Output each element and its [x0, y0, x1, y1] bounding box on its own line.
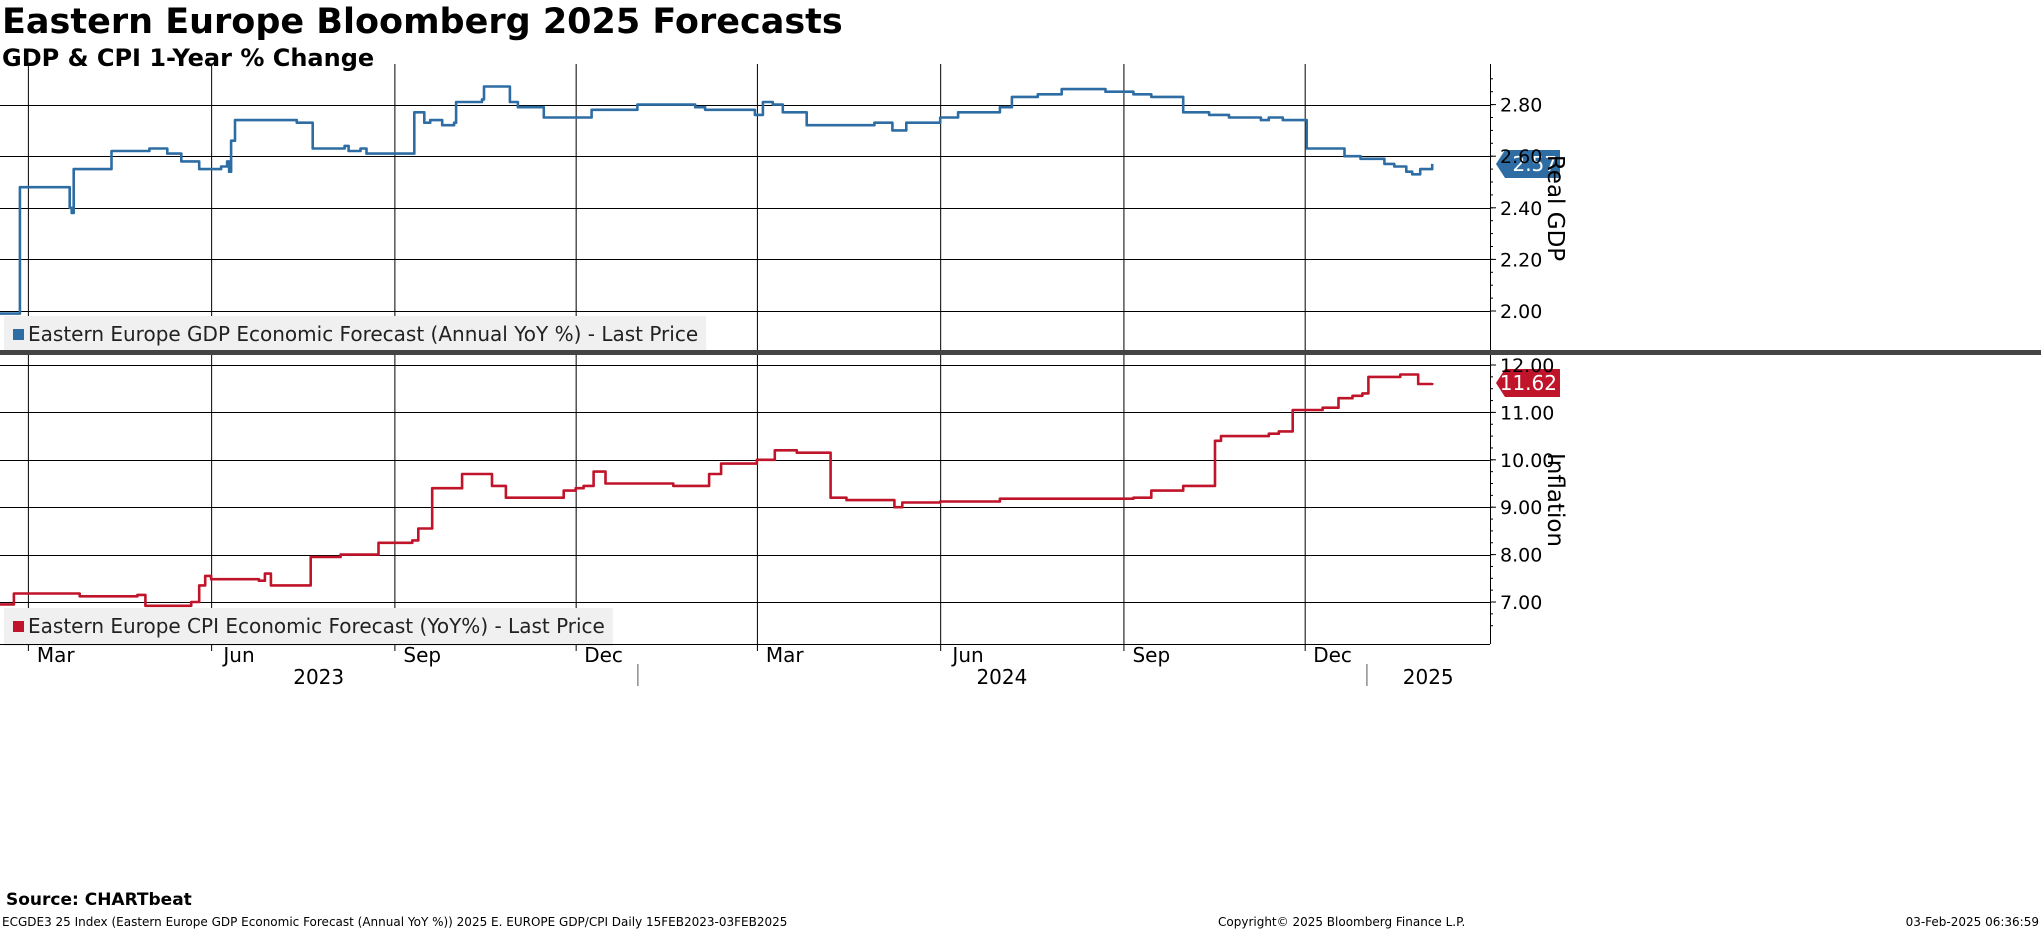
x-month-label: Jun	[221, 643, 254, 667]
cpi-badge-text: 11.62	[1500, 371, 1557, 395]
cpi-panel: Eastern Europe CPI Economic Forecast (Yo…	[0, 369, 1560, 646]
cpi-tick-label: 8.00	[1500, 545, 1542, 567]
footer-index-description: ECGDE3 25 Index (Eastern Europe GDP Econ…	[2, 915, 788, 929]
x-axis: 2.00 2.20 2.40 2.60 2.80 7.00 8.00 9.00 10.00 11.…	[0, 64, 2041, 689]
x-year-label: 2023	[293, 665, 344, 689]
cpi-last-value-badge: 11.62	[1496, 369, 1560, 398]
cpi-tick-label: 12.00	[1500, 355, 1554, 377]
gdp-tick-label: 2.80	[1500, 95, 1542, 117]
cpi-axis-title: Inflation	[1542, 453, 1568, 547]
cpi-legend: Eastern Europe CPI Economic Forecast (Yo…	[4, 608, 613, 646]
x-month-label: Dec	[1313, 643, 1352, 667]
x-month-label: Sep	[1132, 643, 1170, 667]
chart-title: Eastern Europe Bloomberg 2025 Forecasts	[2, 2, 843, 42]
x-month-label: Dec	[584, 643, 623, 667]
cpi-legend-label: Eastern Europe CPI Economic Forecast (Yo…	[28, 614, 605, 638]
gdp-tick-label: 2.60	[1500, 146, 1542, 168]
x-month-label: Jun	[950, 643, 983, 667]
gdp-tick-label: 2.20	[1500, 249, 1542, 271]
gdp-legend-swatch	[13, 329, 24, 340]
gdp-tick-label: 2.40	[1500, 198, 1542, 220]
gdp-series-line	[0, 85, 1434, 315]
gdp-legend-box	[4, 316, 707, 354]
gdp-tick-label: 2.00	[1500, 301, 1542, 323]
gdp-badge-shape	[1496, 149, 1560, 178]
cpi-series-line	[0, 373, 1434, 608]
source-note: Source: CHARTbeat	[6, 890, 192, 910]
gdp-badge-text: 2.57	[1512, 152, 1557, 176]
cpi-tick-label: 9.00	[1500, 497, 1542, 519]
x-month-label: Sep	[403, 643, 441, 667]
gdp-panel: Eastern Europe GDP Economic Forecast (An…	[0, 85, 1560, 354]
chart-subtitle: GDP & CPI 1-Year % Change	[2, 44, 375, 72]
x-month-label: Mar	[37, 643, 76, 667]
footer-copyright: Copyright© 2025 Bloomberg Finance L.P.	[1218, 915, 1466, 929]
footer-timestamp: 03-Feb-2025 06:36:59	[1905, 915, 2039, 929]
cpi-legend-swatch	[13, 621, 24, 632]
cpi-legend-box	[4, 608, 613, 646]
gdp-legend: Eastern Europe GDP Economic Forecast (An…	[4, 316, 707, 354]
x-year-label: 2025	[1403, 665, 1454, 689]
cpi-tick-label: 11.00	[1500, 402, 1554, 424]
gdp-last-value-badge: 2.57	[1496, 149, 1560, 178]
gdp-legend-label: Eastern Europe GDP Economic Forecast (An…	[28, 322, 698, 346]
cpi-tick-label: 10.00	[1500, 450, 1554, 472]
x-month-label: Mar	[766, 643, 805, 667]
cpi-tick-label: 7.00	[1500, 592, 1542, 614]
panel-divider	[0, 350, 2041, 355]
gdp-axis-title: Real GDP	[1542, 155, 1568, 261]
cpi-badge-shape	[1496, 369, 1560, 398]
x-year-label: 2024	[976, 665, 1027, 689]
